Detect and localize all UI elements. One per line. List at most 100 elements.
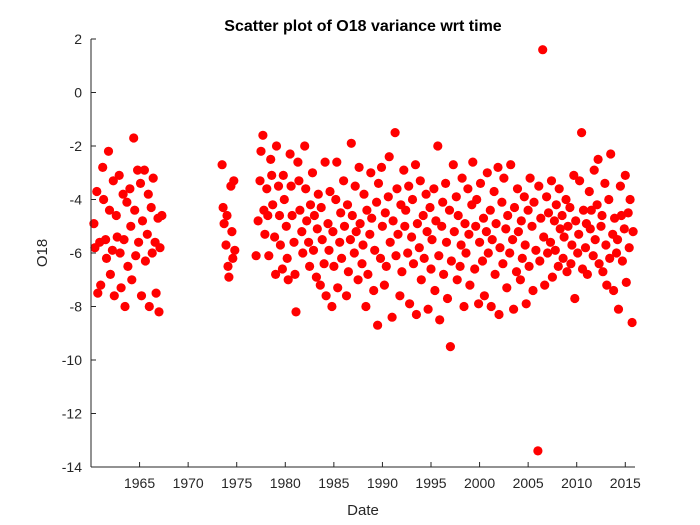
data-point xyxy=(103,146,114,156)
data-point xyxy=(262,184,272,194)
x-tick-label: 2000 xyxy=(464,475,495,491)
y-tick-label: -2 xyxy=(70,138,83,154)
data-point xyxy=(291,307,301,317)
data-point xyxy=(346,138,356,148)
y-tick-label: 2 xyxy=(74,31,82,47)
data-point xyxy=(559,232,569,242)
data-point xyxy=(606,149,616,159)
data-point xyxy=(317,235,327,245)
data-point xyxy=(534,181,544,191)
data-point xyxy=(147,248,157,258)
data-point xyxy=(465,280,475,290)
data-point xyxy=(459,301,469,312)
data-point xyxy=(155,243,165,253)
data-point xyxy=(557,210,567,221)
data-point xyxy=(401,205,411,215)
data-point xyxy=(437,221,447,231)
data-point xyxy=(307,168,318,178)
data-point xyxy=(393,229,403,239)
data-point xyxy=(563,221,573,231)
data-point xyxy=(475,178,486,188)
data-point xyxy=(305,261,315,271)
data-point xyxy=(219,219,229,229)
data-point xyxy=(376,162,387,172)
data-point xyxy=(549,216,560,226)
x-ticks: 1965 1970 1975 1980 1985 1990 1995 2000 2005 2010… xyxy=(124,462,641,491)
y-tick-label: -14 xyxy=(62,459,82,475)
data-point xyxy=(485,205,495,215)
data-point xyxy=(384,152,394,162)
data-point xyxy=(453,210,463,221)
data-point xyxy=(286,181,296,191)
data-point xyxy=(123,261,133,271)
data-point xyxy=(542,192,552,202)
data-point xyxy=(505,248,515,258)
data-point xyxy=(400,221,410,231)
data-point xyxy=(309,210,319,221)
data-point xyxy=(468,157,478,167)
data-point xyxy=(523,205,533,215)
data-point xyxy=(258,130,268,140)
data-point xyxy=(475,237,485,247)
data-point xyxy=(546,176,557,186)
data-point xyxy=(571,216,581,226)
data-point xyxy=(99,194,109,205)
x-tick-label: 2005 xyxy=(513,475,544,491)
data-point xyxy=(305,200,316,210)
data-point xyxy=(256,146,266,156)
data-point xyxy=(297,227,307,237)
data-point xyxy=(460,219,470,229)
data-point xyxy=(427,235,437,245)
data-point xyxy=(553,261,563,271)
data-point xyxy=(289,237,299,247)
data-point xyxy=(507,235,518,245)
data-point xyxy=(285,149,295,159)
data-point xyxy=(486,301,496,312)
data-point xyxy=(628,227,638,237)
data-point xyxy=(455,261,465,271)
data-point xyxy=(282,253,292,263)
data-point xyxy=(573,248,583,258)
data-point xyxy=(271,269,281,279)
data-point xyxy=(298,248,308,258)
data-point xyxy=(405,299,415,309)
x-tick-label: 1980 xyxy=(270,475,301,491)
data-point xyxy=(566,259,576,269)
data-point xyxy=(431,216,441,226)
data-point xyxy=(494,309,504,320)
data-point xyxy=(490,269,500,279)
data-point xyxy=(324,245,334,255)
data-point xyxy=(430,285,440,296)
data-point xyxy=(598,267,608,277)
data-point xyxy=(433,141,443,151)
data-point xyxy=(313,189,323,199)
data-point xyxy=(136,291,147,301)
data-point xyxy=(104,205,115,215)
data-point xyxy=(354,162,364,172)
data-point xyxy=(122,197,132,207)
data-point xyxy=(279,194,289,205)
data-point xyxy=(529,197,539,207)
data-point xyxy=(540,280,550,290)
data-point xyxy=(363,269,373,279)
y-tick-label: -4 xyxy=(70,192,83,208)
x-tick-label: 1965 xyxy=(124,475,155,491)
data-point xyxy=(357,259,367,269)
data-point xyxy=(367,213,377,223)
data-point xyxy=(93,288,103,298)
data-point xyxy=(533,446,543,456)
data-point xyxy=(268,200,278,210)
x-tick-label: 1990 xyxy=(367,475,398,491)
data-point xyxy=(372,197,382,207)
data-point xyxy=(312,224,322,234)
data-point xyxy=(392,184,402,194)
data-point xyxy=(342,200,353,210)
data-point xyxy=(266,154,276,164)
data-point xyxy=(585,224,595,234)
data-point xyxy=(301,184,311,194)
data-point xyxy=(578,205,589,215)
data-point xyxy=(487,235,497,245)
data-point xyxy=(535,256,545,266)
data-point xyxy=(562,267,572,277)
data-point xyxy=(463,184,473,194)
